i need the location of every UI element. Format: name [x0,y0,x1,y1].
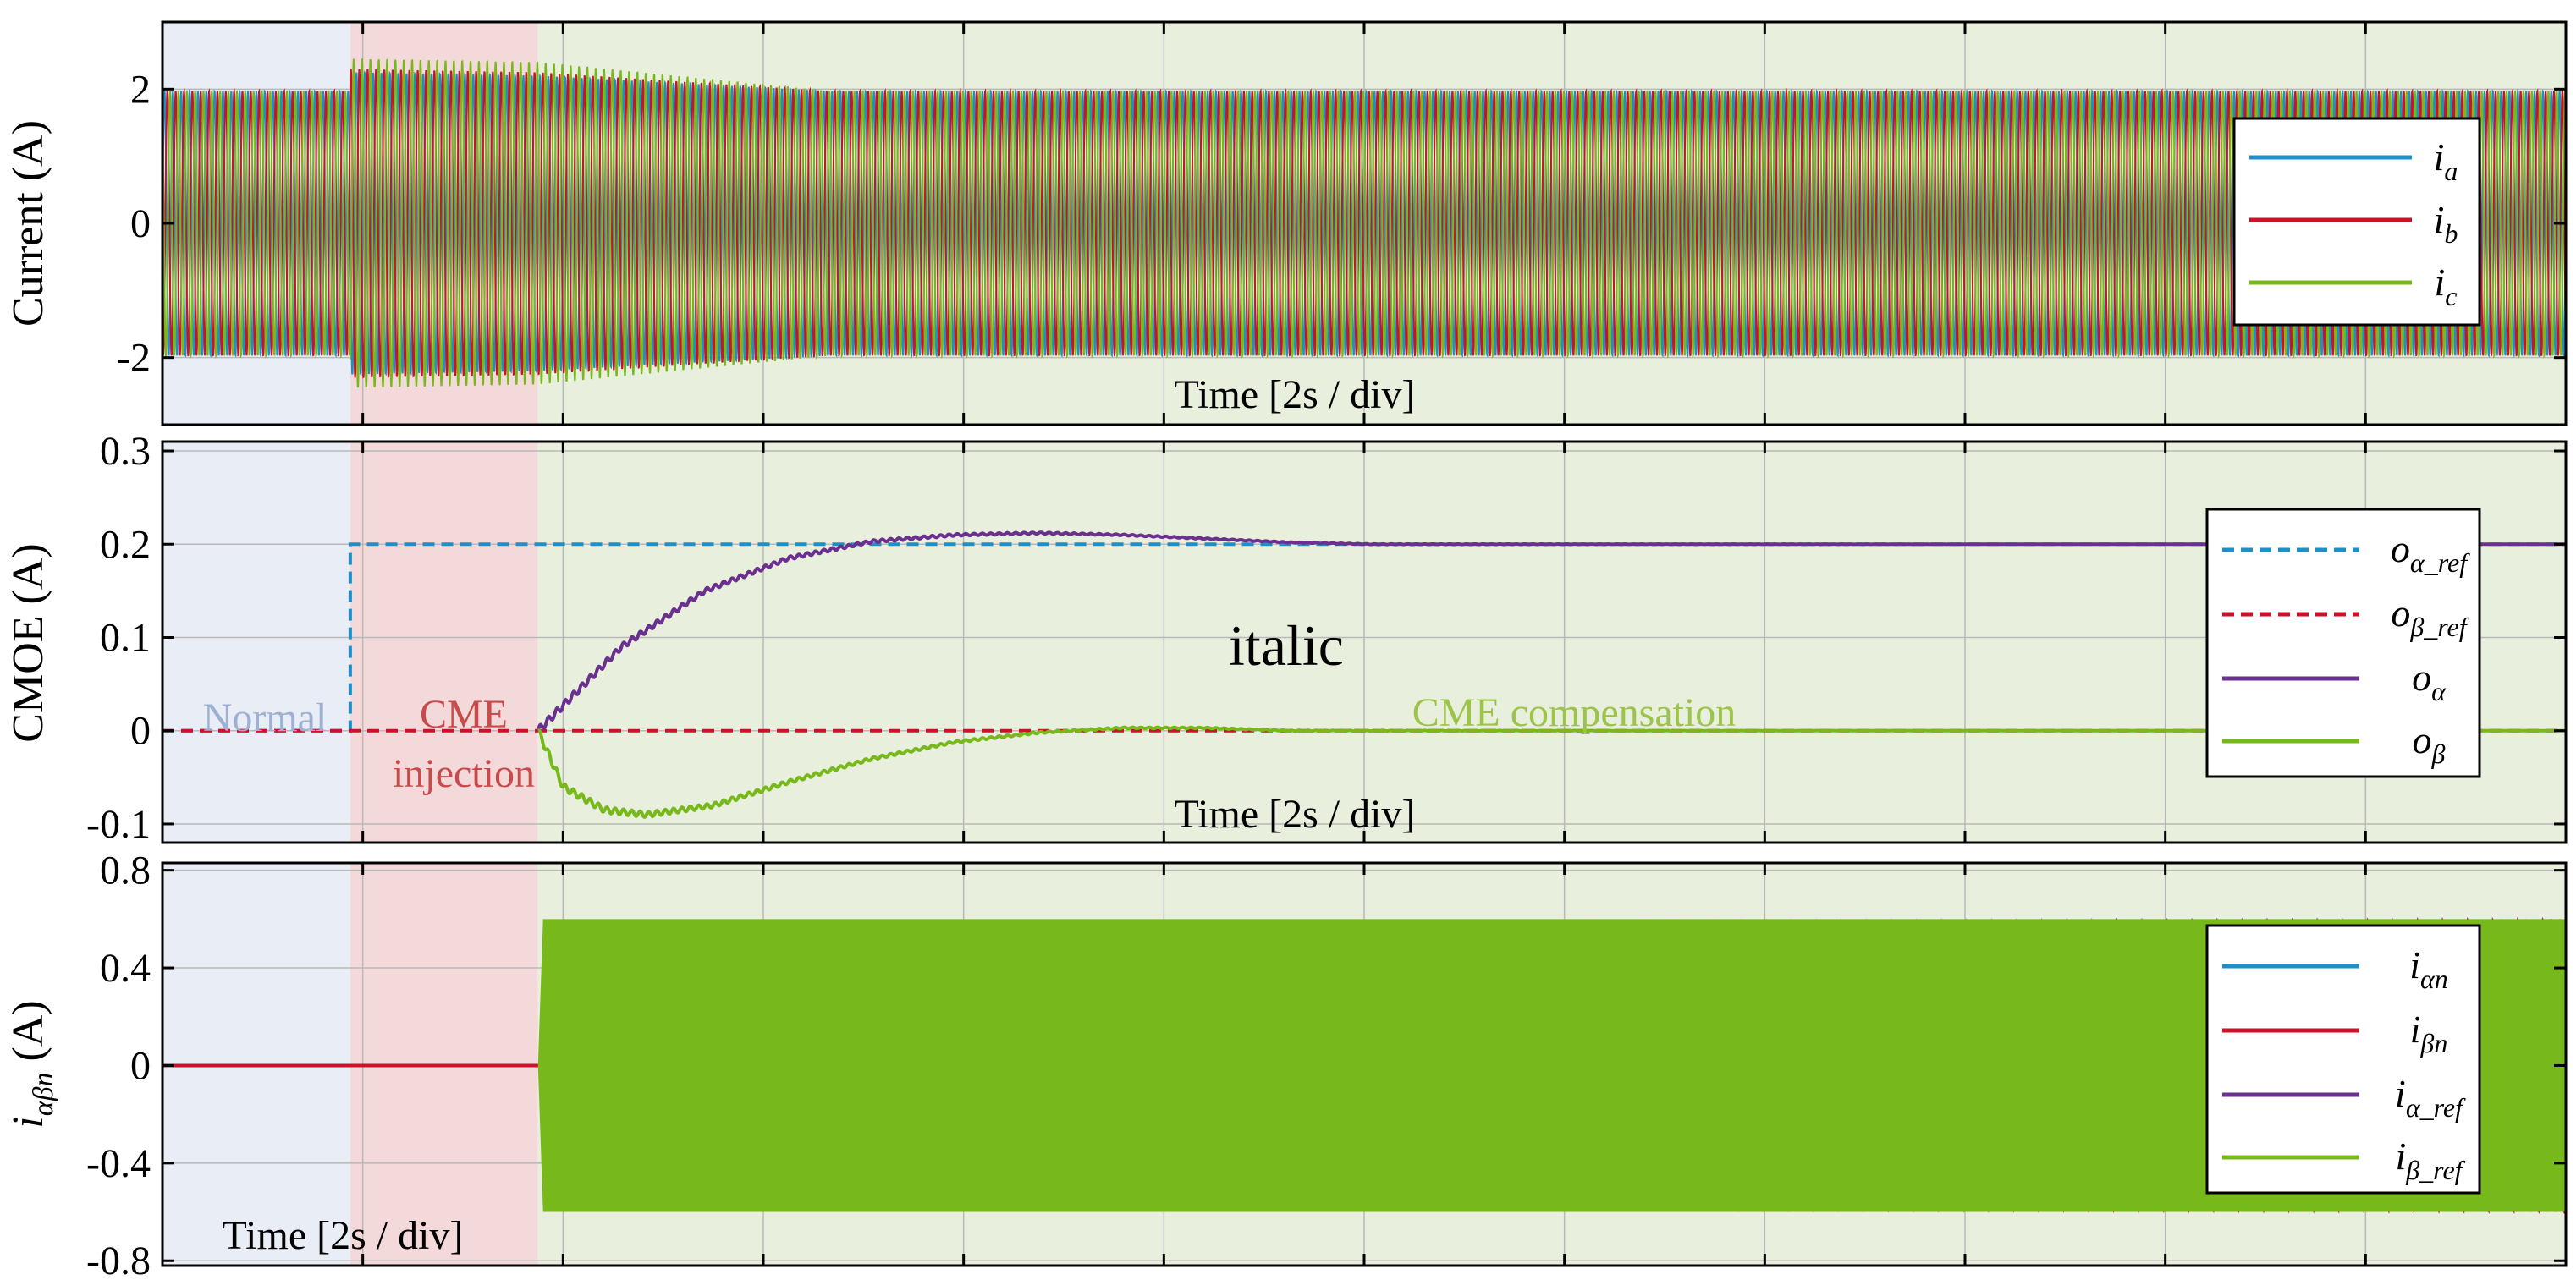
series-i-ref [537,919,2566,1212]
cme-label: CME [420,692,508,737]
x-axis-label-1: Time [2s / div] [1175,372,1416,417]
italic-annotation: italic [1229,613,1344,678]
y-tick-label: 0 [130,709,151,754]
y-tick-label: 0.4 [100,946,151,991]
legend-2: oα_ref oβ_ref oα oβ [2205,508,2481,778]
legend-label-ibn: iβn [2410,1008,2448,1058]
y-tick-label: 0.2 [100,522,151,567]
y-tick-label: -2 [117,336,151,381]
compensation-label: CME compensation [1412,690,1737,735]
normal-label: Normal [203,695,328,740]
legend-label-ian: iαn [2409,943,2448,994]
legend-label-ob-ref: oβ_ref [2391,591,2469,642]
legend-label-ic: ic [2435,261,2458,311]
legend-label-ia-ref: iα_ref [2395,1072,2466,1123]
y-tick-label: -0.8 [86,1239,151,1280]
ticks-2: 0.3 0.2 0.1 0 -0.1 [86,429,2566,847]
y-tick-label: -0.4 [86,1141,151,1186]
x-axis-label-2: Time [2s / div] [1175,792,1416,837]
y-axis-label-3: iαβn (A) [4,1000,59,1128]
ticks-1: 2 0 -2 [117,22,2566,425]
legend-label-oa-ref: oα_ref [2391,527,2470,578]
injection-label: injection [393,751,535,796]
legend-label-ia: ia [2434,135,2458,186]
y-axis-label-1: Current (A) [4,120,52,327]
y-tick-label: 0.8 [100,849,151,893]
legend-label-ob: oβ [2413,718,2446,769]
legend-label-ib: ib [2434,198,2458,249]
plot-area-3 [162,916,2566,1215]
y-tick-label: 0 [130,201,151,246]
panel-current: 2 0 -2 Current (A) Time [2s / div] ia ib i… [4,20,2568,426]
y-tick-label: 0.1 [100,615,151,660]
series-i-c [162,58,2566,388]
y-axis-label-2: CMOE (A) [4,543,52,742]
legend-box-2 [2205,508,2481,778]
ticks-3: 0.8 0.4 0 -0.4 -0.8 [86,849,2566,1280]
legend-label-ib-ref: iβ_ref [2395,1134,2465,1185]
panel-ialphabeta: 0.8 0.4 0 -0.4 -0.8 iαβn (A) Time [2s / div]… [4,849,2568,1280]
y-tick-label: -0.1 [86,802,151,847]
plot-area-1 [162,58,2566,388]
series-i-b [162,69,2566,379]
legend-3: iαn iβn iα_ref iβ_ref [2205,924,2481,1195]
y-tick-label: 0.3 [100,429,151,474]
y-tick-label: 0 [130,1043,151,1088]
injection-region-2 [350,442,538,843]
normal-region-2 [162,442,350,843]
legend-label-oa: oα [2412,656,2447,706]
panel-cmoe: 0.30.20.10-0.1 CMOE (A) Time [2s / div] … [4,429,2568,847]
legend-box-3 [2205,924,2481,1195]
x-axis-label-3: Time [2s / div] [223,1213,464,1258]
series-i-a [162,70,2566,376]
series-o-ref [162,542,2566,733]
legend-1: ia ib ic [2232,117,2481,327]
y-tick-label: 2 [130,67,151,112]
